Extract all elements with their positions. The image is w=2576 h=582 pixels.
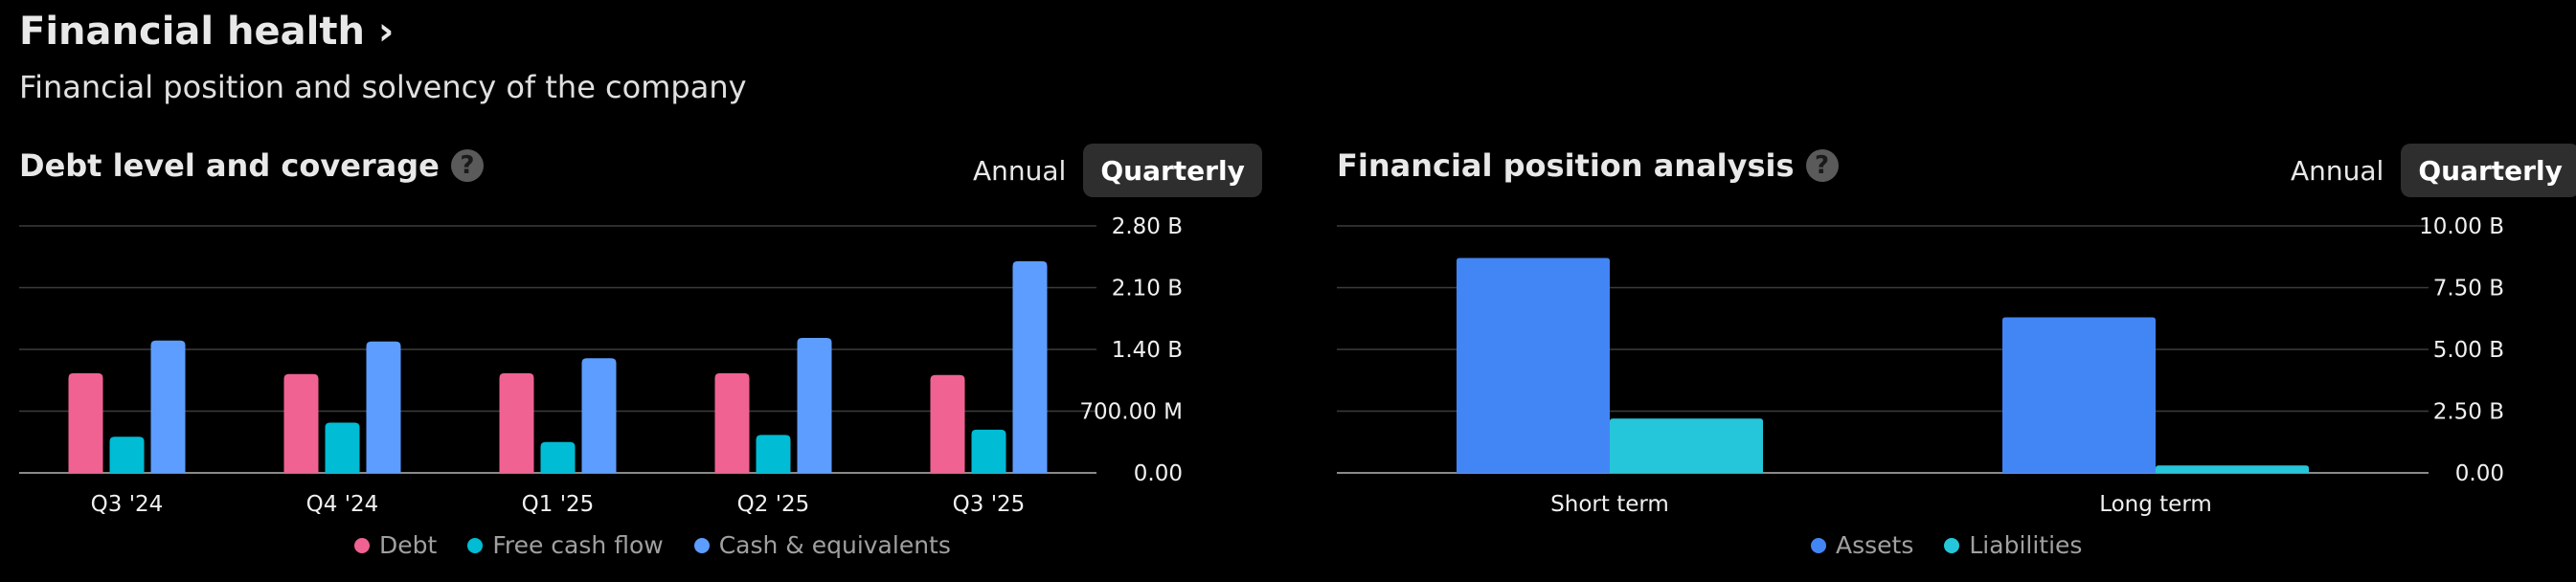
- legend-label: Free cash flow: [492, 531, 664, 559]
- y-tick-label: 1.40 B: [1112, 338, 1183, 363]
- annual-button[interactable]: Annual: [2273, 144, 2401, 197]
- y-tick-label: 2.50 B: [2433, 400, 2504, 425]
- bar-cash-equivalents[interactable]: [366, 341, 401, 473]
- period-toggle: Annual Quarterly: [2273, 144, 2576, 197]
- y-tick-label: 0.00: [1134, 461, 1183, 486]
- bar-free-cash-flow[interactable]: [971, 429, 1006, 473]
- legend-dot: [354, 537, 370, 553]
- bar-cash-equivalents[interactable]: [1012, 260, 1048, 473]
- legend-item[interactable]: Free cash flow: [467, 531, 664, 559]
- panel-title-text: Debt level and coverage: [19, 147, 440, 184]
- position-chart: 0.00 2.50 B 5.00 B 7.50 B 10.00 B Short term L…: [1337, 214, 2504, 517]
- bar-assets[interactable]: [2002, 317, 2156, 473]
- x-tick-label: Q2 '25: [737, 492, 810, 517]
- y-tick-label: 7.50 B: [2433, 277, 2504, 302]
- period-toggle: Annual Quarterly: [956, 144, 1262, 197]
- x-tick-label: Q3 '24: [91, 492, 164, 517]
- x-tick-label: Q4 '24: [306, 492, 379, 517]
- x-tick-label: Q3 '25: [953, 492, 1026, 517]
- annual-button[interactable]: Annual: [956, 144, 1083, 197]
- bar-free-cash-flow[interactable]: [540, 441, 576, 473]
- legend-dot: [1944, 537, 1960, 553]
- bar-liabilities[interactable]: [1610, 418, 1763, 473]
- bar-debt[interactable]: [283, 373, 319, 473]
- bar-debt[interactable]: [499, 372, 534, 473]
- chart-legend: Debt Free cash flow Cash & equivalents: [354, 531, 951, 559]
- y-tick-label: 700.00 M: [1079, 400, 1183, 425]
- legend-label: Assets: [1836, 531, 1914, 559]
- legend-item[interactable]: Assets: [1811, 531, 1913, 559]
- bar-assets[interactable]: [1457, 257, 1610, 473]
- legend-item[interactable]: Liabilities: [1944, 531, 2082, 559]
- legend-label: Debt: [379, 531, 438, 559]
- bar-debt[interactable]: [714, 372, 750, 473]
- bar-debt[interactable]: [68, 372, 103, 473]
- chart-legend: Assets Liabilities: [1811, 531, 2082, 559]
- legend-label: Liabilities: [1969, 531, 2083, 559]
- bar-liabilities[interactable]: [2156, 465, 2309, 473]
- x-tick-label: Q1 '25: [522, 492, 595, 517]
- quarterly-button[interactable]: Quarterly: [2401, 144, 2576, 197]
- x-tick-label: Short term: [1550, 492, 1669, 517]
- bar-cash-equivalents[interactable]: [797, 338, 832, 473]
- y-tick-label: 0.00: [2455, 461, 2504, 486]
- bar-free-cash-flow[interactable]: [109, 436, 145, 473]
- section-title[interactable]: Financial health ›: [19, 10, 395, 54]
- y-tick-label: 2.80 B: [1112, 214, 1183, 239]
- y-tick-label: 5.00 B: [2433, 338, 2504, 363]
- legend-dot: [693, 537, 710, 553]
- y-tick-label: 10.00 B: [2419, 214, 2504, 239]
- bar-cash-equivalents[interactable]: [150, 340, 186, 473]
- debt-panel: Debt level and coverage ? Annual Quarter…: [19, 144, 1262, 574]
- panel-title: Financial position analysis ?: [1337, 147, 1839, 184]
- legend-dot: [1811, 537, 1826, 553]
- bar-cash-equivalents[interactable]: [581, 358, 617, 473]
- legend-item[interactable]: Cash & equivalents: [693, 531, 951, 559]
- panel-title: Debt level and coverage ?: [19, 147, 484, 184]
- help-icon[interactable]: ?: [1805, 149, 1839, 182]
- legend-item[interactable]: Debt: [354, 531, 437, 559]
- help-icon[interactable]: ?: [450, 149, 484, 182]
- legend-dot: [467, 537, 484, 553]
- y-tick-label: 2.10 B: [1112, 277, 1183, 302]
- quarterly-button[interactable]: Quarterly: [1083, 144, 1262, 197]
- section-subtitle: Financial position and solvency of the c…: [19, 69, 747, 105]
- legend-label: Cash & equivalents: [718, 531, 951, 559]
- debt-chart: 0.00 700.00 M 1.40 B 2.10 B 2.80 B Q3 '24 Q4 '…: [19, 214, 1183, 517]
- bar-debt[interactable]: [930, 374, 965, 473]
- x-tick-label: Long term: [2099, 492, 2212, 517]
- bar-free-cash-flow[interactable]: [325, 422, 360, 473]
- bar-free-cash-flow[interactable]: [756, 435, 791, 473]
- panel-title-text: Financial position analysis: [1337, 147, 1795, 184]
- position-panel: Financial position analysis ? Annual Qua…: [1337, 144, 2576, 574]
